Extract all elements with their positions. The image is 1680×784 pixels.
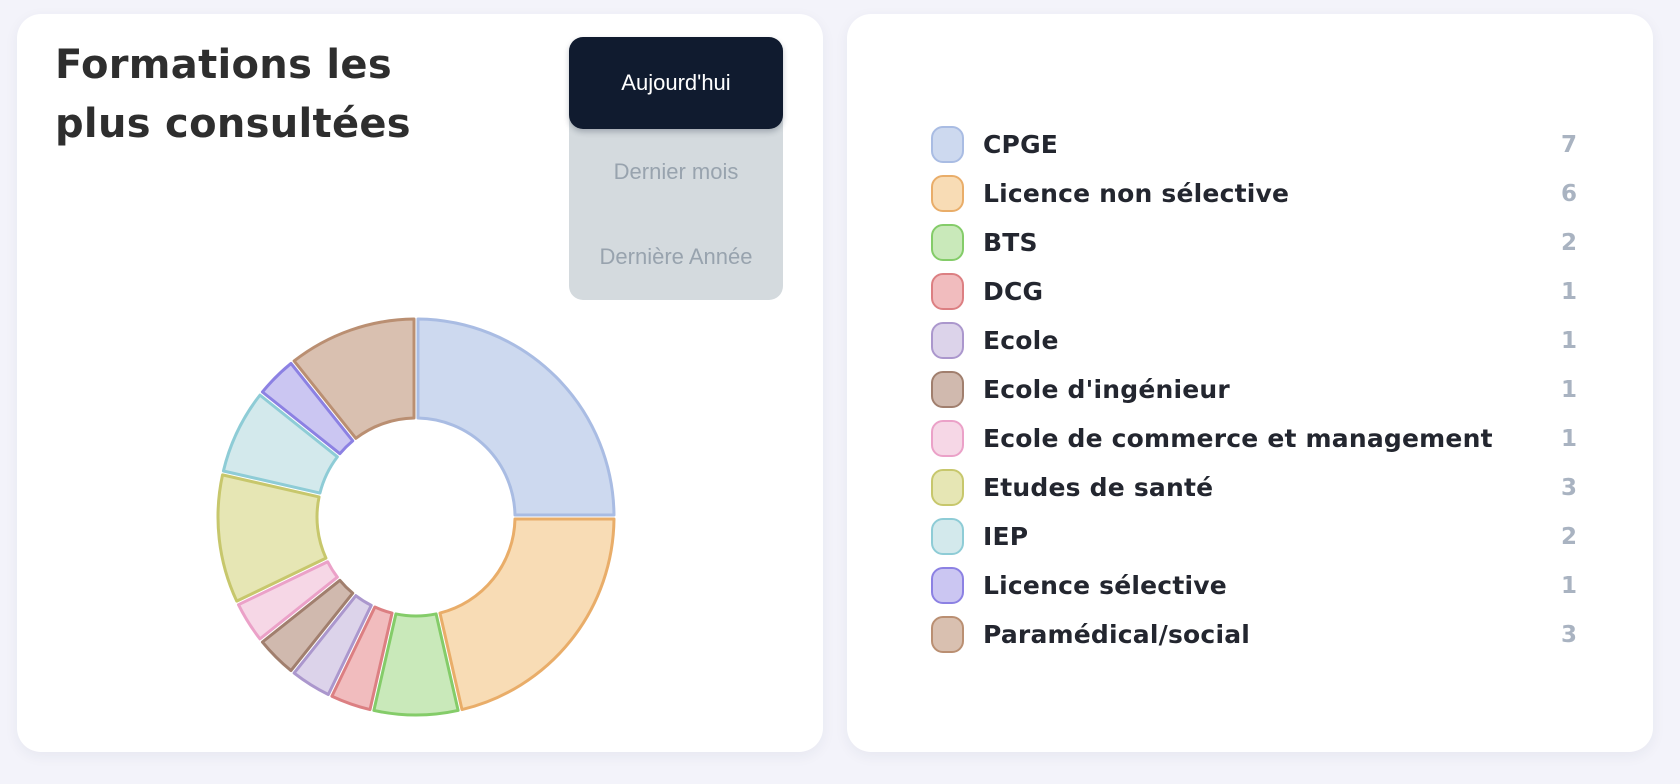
legend-color-swatch [931,273,964,310]
legend-row: Licence sélective 1 [931,561,1577,610]
legend-count: 1 [1560,425,1577,452]
legend-card: CPGE 7 Licence non sélective 6 BTS 2 DCG… [847,14,1653,752]
legend-row: DCG 1 [931,267,1577,316]
chart-legend: CPGE 7 Licence non sélective 6 BTS 2 DCG… [931,120,1577,659]
legend-color-swatch [931,518,964,555]
time-filter-option-last-year[interactable]: Dernière Année [569,215,783,301]
donut-segment-7[interactable] [216,473,328,603]
legend-color-swatch [931,567,964,604]
legend-label: BTS [983,228,1038,257]
donut-segment-0[interactable] [416,317,616,517]
card-title-line2: plus consultées [55,101,411,147]
legend-count: 3 [1560,474,1577,501]
legend-row: Ecole d'ingénieur 1 [931,365,1577,414]
card-title: Formations les plus consultées [55,36,411,154]
legend-row: IEP 2 [931,512,1577,561]
legend-label: Ecole de commerce et management [983,424,1493,453]
legend-label: Licence non sélective [983,179,1290,208]
legend-count: 1 [1560,572,1577,599]
legend-count: 3 [1560,621,1577,648]
legend-count: 6 [1560,180,1577,207]
legend-count: 1 [1560,376,1577,403]
legend-label: Ecole d'ingénieur [983,375,1230,404]
time-filter-option-today[interactable]: Aujourd'hui [569,37,783,129]
legend-count: 2 [1560,229,1577,256]
formations-consultees-card: Formations les plus consultées Aujourd'h… [17,14,823,752]
legend-color-swatch [931,616,964,653]
legend-row: Licence non sélective 6 [931,169,1577,218]
legend-row: Ecole de commerce et management 1 [931,414,1577,463]
legend-row: BTS 2 [931,218,1577,267]
legend-row: Paramédical/social 3 [931,610,1577,659]
legend-row: Ecole 1 [931,316,1577,365]
donut-segment-2[interactable] [372,612,460,717]
legend-label: IEP [983,522,1029,551]
time-filter-option-last-month[interactable]: Dernier mois [569,129,783,215]
legend-count: 1 [1560,327,1577,354]
donut-segment-3[interactable] [330,605,394,712]
donut-segment-8[interactable] [221,393,339,495]
donut-chart[interactable] [17,14,823,752]
legend-label: Ecole [983,326,1059,355]
legend-label: Licence sélective [983,571,1227,600]
legend-color-swatch [931,469,964,506]
legend-label: Etudes de santé [983,473,1214,502]
legend-count: 2 [1560,523,1577,550]
legend-label: DCG [983,277,1044,306]
legend-label: CPGE [983,130,1059,159]
legend-count: 7 [1560,131,1577,158]
donut-segment-6[interactable] [236,560,339,641]
donut-segment-10[interactable] [292,317,416,440]
donut-segment-1[interactable] [438,517,616,712]
legend-color-swatch [931,322,964,359]
legend-row: CPGE 7 [931,120,1577,169]
legend-color-swatch [931,175,964,212]
donut-segment-4[interactable] [292,594,373,697]
legend-color-swatch [931,420,964,457]
time-filter-toggle: Aujourd'hui Dernier mois Dernière Année [569,37,783,301]
legend-color-swatch [931,224,964,261]
card-title-line1: Formations les [55,42,392,88]
legend-color-swatch [931,126,964,163]
legend-row: Etudes de santé 3 [931,463,1577,512]
legend-color-swatch [931,371,964,408]
donut-segment-9[interactable] [260,361,355,456]
legend-count: 1 [1560,278,1577,305]
donut-segment-5[interactable] [260,578,355,673]
legend-label: Paramédical/social [983,620,1251,649]
